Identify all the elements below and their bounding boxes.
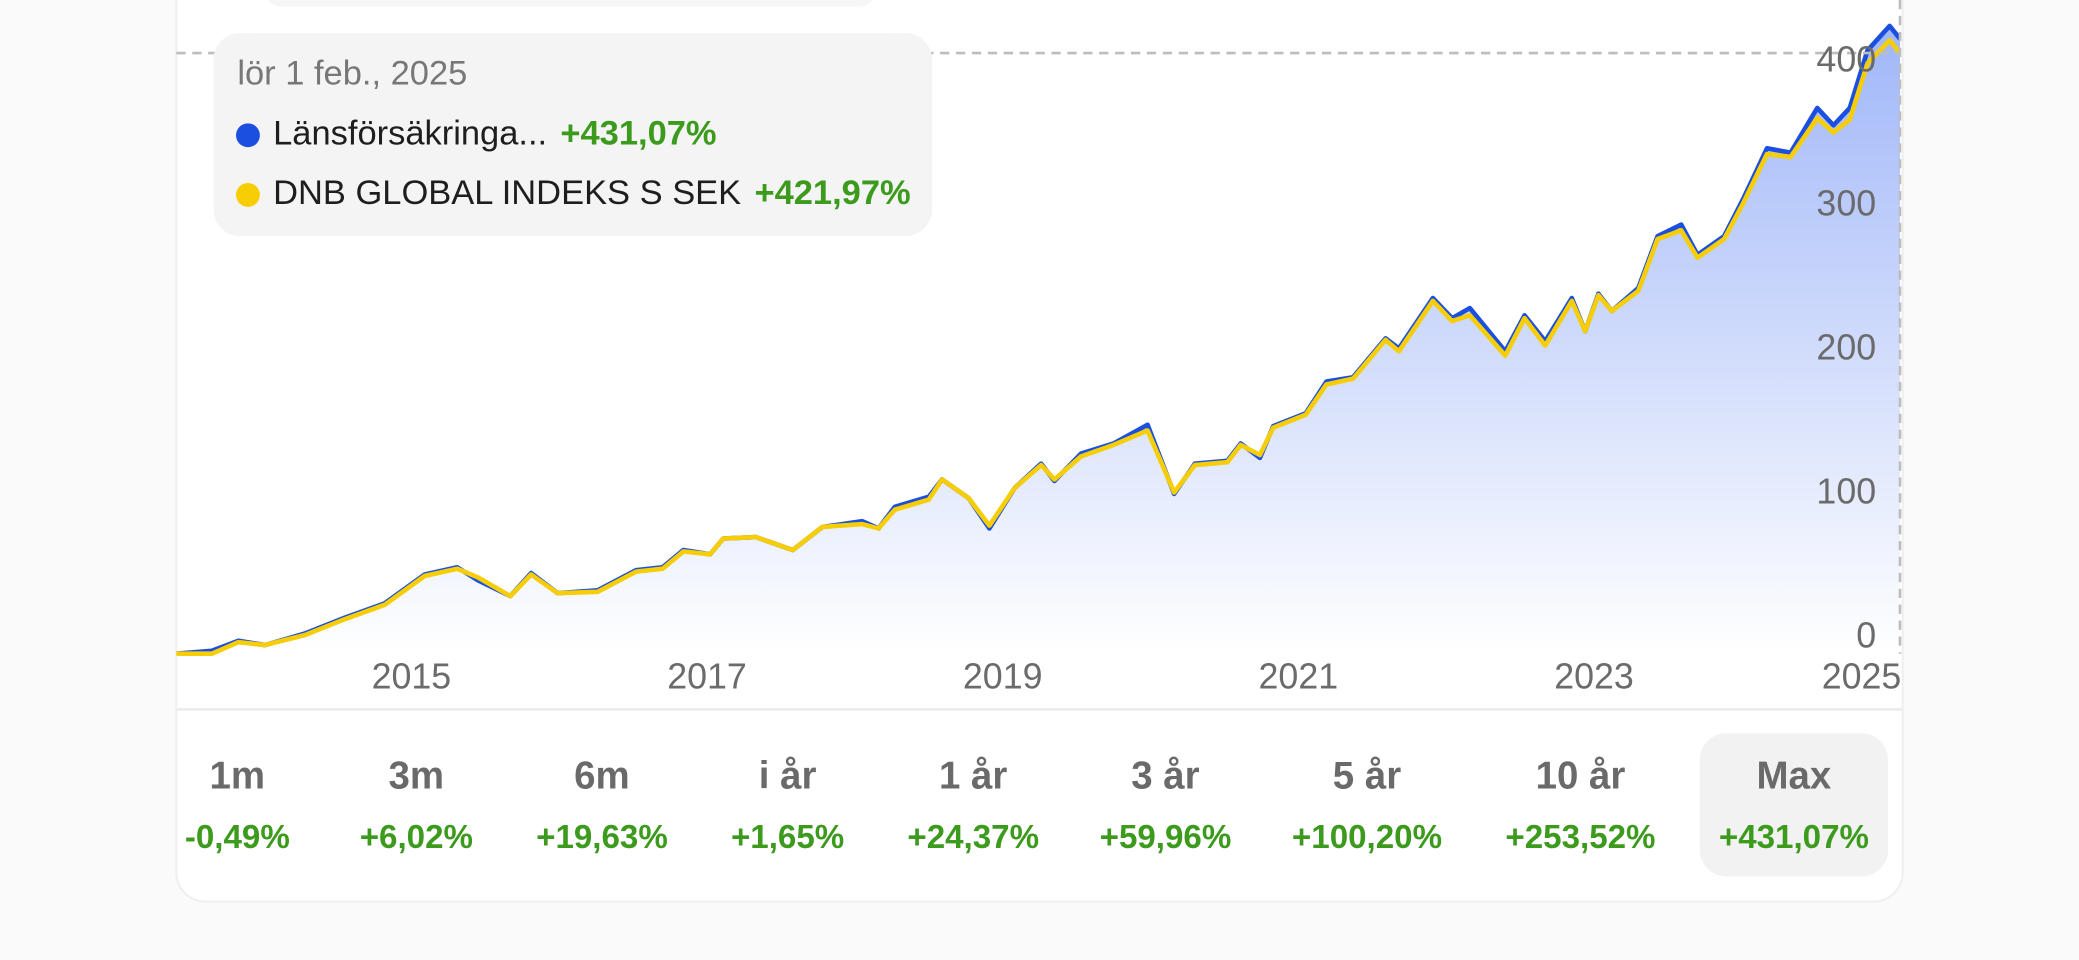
period-label: 5 år	[1333, 754, 1401, 797]
period-label: 3m	[389, 754, 445, 797]
period-value: +253,52%	[1505, 819, 1655, 856]
period-label: 6m	[574, 754, 630, 797]
period-button[interactable]: 6m +19,63%	[536, 754, 668, 856]
period-value: +6,02%	[360, 819, 473, 856]
y-tick-label: 0	[1856, 615, 1876, 655]
period-selector: 1m -0,49% 3m +6,02% 6m +19,63% i år +1,65% 1 år +…	[185, 733, 1889, 877]
period-label: Max	[1757, 754, 1832, 797]
period-value: +431,07%	[1719, 819, 1869, 856]
period-label: 10 år	[1536, 754, 1626, 797]
period-button[interactable]: 1m -0,49%	[185, 754, 290, 856]
x-tick-label: 2021	[1259, 656, 1339, 696]
period-selected-bg	[1699, 733, 1889, 877]
x-tick-label: 2017	[667, 656, 747, 696]
y-tick-label: 200	[1816, 327, 1876, 367]
tooltip-box	[213, 33, 933, 237]
legend-value: +421,97%	[754, 174, 910, 212]
period-value: +24,37%	[907, 819, 1039, 856]
period-button[interactable]: 5 år +100,20%	[1292, 754, 1442, 856]
x-tick-label: 2015	[372, 656, 452, 696]
period-button[interactable]: 10 år +253,52%	[1505, 754, 1655, 856]
legend-dot	[236, 183, 260, 207]
y-tick-label: 100	[1816, 471, 1876, 511]
period-value: +1,65%	[731, 819, 844, 856]
y-tick-label: 400	[1816, 39, 1876, 79]
legend-name: Länsförsäkringa...	[273, 114, 547, 152]
period-button[interactable]: 1 år +24,37%	[907, 754, 1039, 856]
period-value: -0,49%	[185, 819, 290, 856]
period-value: +59,96%	[1100, 819, 1232, 856]
legend-name: DNB GLOBAL INDEKS S SEK	[273, 174, 741, 212]
legend-dot	[236, 123, 260, 148]
top-shape	[268, 0, 873, 7]
period-button[interactable]: 3 år +59,96%	[1100, 754, 1232, 856]
period-label: 1m	[210, 754, 266, 797]
tooltip: lör 1 feb., 2025 Länsförsäkringa... +431,…	[213, 33, 933, 237]
plot	[176, 23, 1901, 657]
period-label: 3 år	[1131, 754, 1199, 797]
legend-value: +431,07%	[560, 114, 716, 152]
period-label: i år	[759, 754, 817, 797]
x-tick-label: 2023	[1554, 656, 1634, 696]
y-tick-label: 300	[1816, 183, 1876, 223]
axes: 0 100 200 300 400 2015 2017 2019 2021 2023 2025	[176, 0, 1901, 696]
legend-entry: Länsförsäkringa... +431,07%	[273, 114, 716, 152]
period-label: 1 år	[939, 754, 1007, 797]
period-value: +19,63%	[536, 819, 668, 856]
legend-entry: DNB GLOBAL INDEKS S SEK +421,97%	[273, 174, 911, 212]
period-button[interactable]: i år +1,65%	[731, 754, 844, 856]
tooltip-date: lör 1 feb., 2025	[237, 55, 467, 93]
period-button[interactable]: Max +431,07%	[1699, 733, 1889, 877]
x-tick-label: 2025	[1822, 656, 1902, 696]
x-tick-label: 2019	[963, 656, 1043, 696]
period-value: +100,20%	[1292, 819, 1442, 856]
area	[176, 25, 1901, 654]
line	[176, 38, 1901, 657]
period-button[interactable]: 3m +6,02%	[360, 754, 473, 856]
